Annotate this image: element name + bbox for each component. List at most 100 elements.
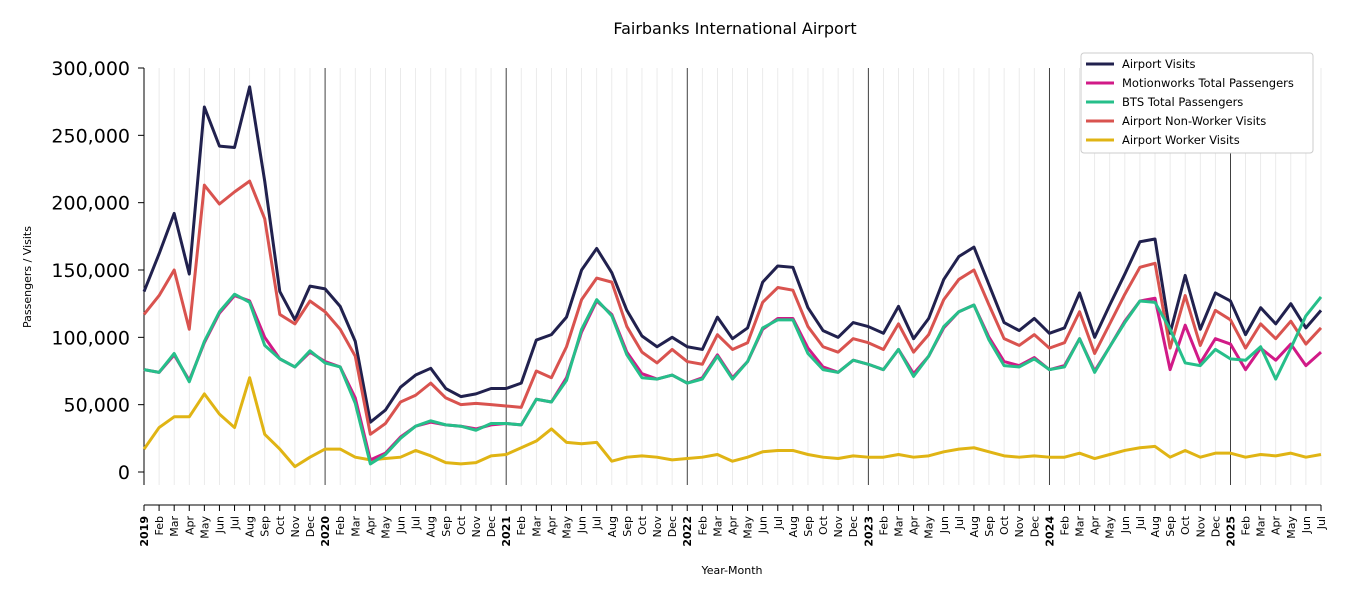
- x-tick-month-label: Feb: [515, 516, 528, 535]
- series-line-airport-worker-visits: [142, 376, 1322, 469]
- x-tick-month-label: Feb: [153, 516, 166, 535]
- x-tick-year-label: 2024: [1043, 516, 1056, 547]
- x-tick-month-label: Nov: [832, 516, 845, 538]
- y-tick-label: 150,000: [51, 260, 130, 282]
- y-tick-label: 100,000: [51, 327, 130, 349]
- x-tick-month-label: Jul: [229, 516, 242, 530]
- x-tick-month-label: Feb: [334, 516, 347, 535]
- x-tick-month-label: Apr: [908, 516, 921, 536]
- x-tick-month-label: Feb: [1058, 516, 1071, 535]
- x-tick-year-label: 2022: [681, 516, 694, 547]
- x-tick-month-label: Sep: [259, 516, 272, 537]
- chart-title: Fairbanks International Airport: [613, 19, 856, 38]
- x-tick-month-label: Sep: [440, 516, 453, 537]
- x-tick-month-label: Apr: [1089, 516, 1102, 536]
- x-tick-month-label: Mar: [1255, 516, 1268, 537]
- x-tick-month-label: Feb: [696, 516, 709, 535]
- y-axis: 0 50,000 100,000 150,000 200,000 250,000 300,0…: [51, 58, 145, 485]
- x-tick-month-label: Jun: [213, 516, 226, 534]
- x-tick-month-label: Sep: [802, 516, 815, 537]
- legend-label: Airport Worker Visits: [1122, 133, 1240, 147]
- x-tick-month-label: Sep: [621, 516, 634, 537]
- series-line-airport-non-worker-visits: [142, 179, 1323, 436]
- x-tick-month-label: Mar: [168, 516, 181, 537]
- y-tick-label: 0: [118, 462, 130, 484]
- x-tick-month-label: Jul: [1315, 516, 1328, 530]
- x-axis-label: Year-Month: [700, 564, 762, 577]
- x-tick-month-label: Jun: [1119, 516, 1132, 534]
- x-tick-month-label: Jun: [757, 516, 770, 534]
- x-tick-month-label: Dec: [847, 516, 860, 537]
- x-tick-year-label: 2023: [862, 516, 875, 547]
- x-tick-month-label: Oct: [455, 515, 468, 535]
- x-tick-month-label: May: [198, 516, 211, 539]
- y-tick-label: 250,000: [51, 125, 130, 147]
- x-tick-month-label: Aug: [425, 516, 438, 537]
- y-axis-label: Passengers / Visits: [21, 226, 34, 328]
- x-tick-month-label: Oct: [274, 515, 287, 535]
- x-tick-month-label: Dec: [1028, 516, 1041, 537]
- x-tick-month-label: Aug: [244, 516, 257, 537]
- x-tick-month-label: Apr: [727, 516, 740, 536]
- x-tick-month-label: Apr: [1270, 516, 1283, 536]
- x-tick-month-label: Aug: [968, 516, 981, 537]
- x-tick-month-label: Feb: [877, 516, 890, 535]
- x-tick-month-label: Jun: [1300, 516, 1313, 534]
- x-tick-month-label: Mar: [892, 516, 905, 537]
- x-tick-month-label: Dec: [485, 516, 498, 537]
- x-tick-month-label: Mar: [711, 516, 724, 537]
- x-axis: 2019 Feb Mar Apr May Jun Jul Aug Sep Oct Nov Dec 202…: [138, 504, 1328, 547]
- x-tick-month-label: Feb: [1240, 516, 1253, 535]
- series-line-bts-total-passengers: [143, 292, 1323, 466]
- legend: Airport Visits Motionworks Total Passenge…: [1080, 52, 1314, 154]
- x-tick-year-label: 2020: [319, 516, 332, 547]
- legend-label: Airport Visits: [1122, 57, 1196, 71]
- x-tick-month-label: May: [561, 516, 574, 539]
- x-tick-month-label: Apr: [545, 516, 558, 536]
- x-tick-month-label: Aug: [787, 516, 800, 537]
- x-tick-month-label: Oct: [1179, 515, 1192, 535]
- legend-box: [1080, 52, 1314, 154]
- x-tick-month-label: Nov: [289, 516, 302, 538]
- x-tick-month-label: Apr: [364, 516, 377, 536]
- x-tick-month-label: May: [379, 516, 392, 539]
- x-tick-month-label: May: [1285, 516, 1298, 539]
- x-tick-month-label: Dec: [666, 516, 679, 537]
- x-tick-month-label: Jun: [395, 516, 408, 534]
- x-tick-month-label: Sep: [1164, 516, 1177, 537]
- legend-label: BTS Total Passengers: [1122, 95, 1243, 109]
- x-tick-month-label: Nov: [1013, 516, 1026, 538]
- x-tick-month-label: Jul: [772, 516, 785, 530]
- x-tick-month-label: Dec: [1209, 516, 1222, 537]
- y-tick-label: 300,000: [51, 58, 130, 80]
- x-tick-month-label: Oct: [998, 515, 1011, 535]
- series-line-airport-visits: [142, 85, 1323, 424]
- x-tick-month-label: Nov: [470, 516, 483, 538]
- x-tick-month-label: Jul: [953, 516, 966, 530]
- x-tick-month-label: Aug: [1149, 516, 1162, 537]
- legend-label: Airport Non-Worker Visits: [1122, 114, 1266, 128]
- x-tick-month-label: May: [742, 516, 755, 539]
- x-tick-month-label: Mar: [349, 516, 362, 537]
- vertical-gridlines: [143, 68, 1322, 485]
- x-tick-month-label: Jun: [938, 516, 951, 534]
- x-tick-month-label: Jul: [410, 516, 423, 530]
- x-tick-month-label: Nov: [1194, 516, 1207, 538]
- x-tick-month-label: Oct: [636, 515, 649, 535]
- x-tick-month-label: Aug: [606, 516, 619, 537]
- x-tick-year-label: 2025: [1224, 516, 1237, 547]
- x-tick-month-label: May: [1104, 516, 1117, 539]
- x-tick-month-label: Apr: [183, 516, 196, 536]
- x-tick-month-label: Jun: [576, 516, 589, 534]
- x-tick-year-label: 2021: [500, 516, 513, 547]
- x-tick-month-label: Dec: [304, 516, 317, 537]
- y-tick-label: 50,000: [64, 395, 130, 417]
- x-tick-month-label: Jul: [1134, 516, 1147, 530]
- x-tick-month-label: May: [923, 516, 936, 539]
- y-tick-label: 200,000: [51, 193, 130, 215]
- x-tick-month-label: Mar: [1074, 516, 1087, 537]
- x-tick-month-label: Mar: [530, 516, 543, 537]
- x-tick-month-label: Jul: [591, 516, 604, 530]
- x-tick-month-label: Oct: [817, 515, 830, 535]
